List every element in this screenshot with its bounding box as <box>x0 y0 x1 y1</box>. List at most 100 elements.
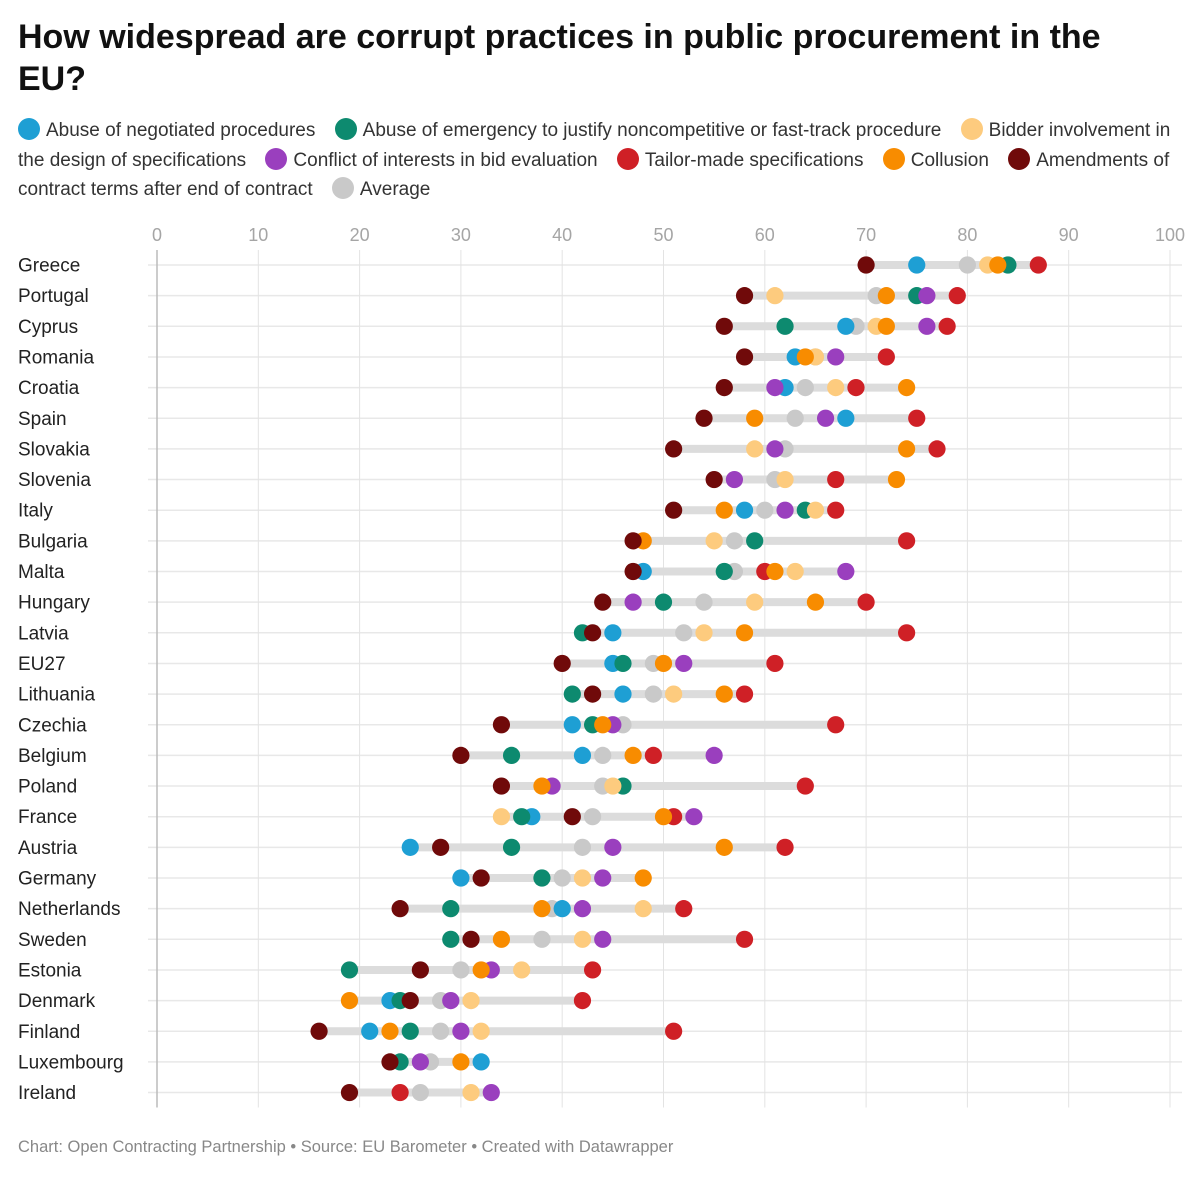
data-point <box>553 900 571 918</box>
data-point <box>827 470 845 489</box>
data-point <box>452 869 470 887</box>
legend-swatch <box>616 147 639 170</box>
data-point <box>401 838 419 856</box>
data-point <box>563 685 581 703</box>
data-point <box>634 900 652 918</box>
data-point <box>715 317 733 335</box>
row-label: EU27 <box>18 654 66 675</box>
data-point <box>756 501 774 519</box>
data-point <box>432 838 450 856</box>
data-point <box>705 532 723 550</box>
x-tick-label: 40 <box>552 225 572 245</box>
data-point <box>827 348 845 366</box>
data-point <box>776 470 794 489</box>
data-point <box>776 838 794 856</box>
x-tick-label: 80 <box>957 225 977 245</box>
data-point <box>827 379 845 397</box>
data-point <box>502 838 521 856</box>
data-point <box>442 900 460 918</box>
data-point <box>928 440 946 458</box>
data-point <box>796 348 814 366</box>
data-point <box>604 838 622 856</box>
data-point <box>837 409 855 427</box>
data-point <box>766 379 784 397</box>
legend-item: Amendments of contract terms after end o… <box>18 147 1170 201</box>
x-tick-label: 50 <box>653 225 673 245</box>
row-label: Bulgaria <box>18 531 88 552</box>
legend-item: Abuse of emergency to justify noncompeti… <box>334 118 956 141</box>
data-point <box>644 685 662 703</box>
row-label: Austria <box>18 838 78 859</box>
data-point <box>898 440 916 458</box>
data-point <box>624 532 642 550</box>
data-point <box>340 1083 359 1102</box>
data-point <box>877 348 895 366</box>
data-point <box>442 992 460 1010</box>
legend-label: Abuse of emergency to justify noncompeti… <box>362 120 942 141</box>
row-label: Poland <box>18 777 77 798</box>
data-point <box>746 532 764 550</box>
row-label: Finland <box>18 1022 80 1043</box>
row-label: Italy <box>18 501 53 522</box>
legend-swatch <box>334 118 357 140</box>
data-point <box>918 317 936 335</box>
data-point <box>533 930 551 948</box>
data-point <box>695 624 713 642</box>
row-label: Latvia <box>18 623 69 644</box>
data-point <box>715 562 733 581</box>
row-label: Malta <box>18 562 65 583</box>
legend-swatch <box>882 147 905 170</box>
data-point <box>594 716 612 734</box>
row-label: Greece <box>18 256 80 277</box>
data-point <box>827 716 845 734</box>
data-point <box>665 440 683 458</box>
data-point <box>766 562 784 581</box>
data-point <box>786 409 804 427</box>
data-point <box>594 930 612 948</box>
data-point <box>614 685 632 703</box>
data-point <box>442 930 460 948</box>
chart-footer: Chart: Open Contracting Partnership • So… <box>18 1138 674 1156</box>
data-point <box>472 1053 490 1071</box>
data-point <box>1029 256 1047 274</box>
data-point <box>624 562 642 581</box>
data-point <box>665 685 683 703</box>
data-point <box>735 685 754 703</box>
data-point <box>735 348 754 366</box>
data-point <box>563 716 581 734</box>
data-point <box>685 808 703 826</box>
chart-title: How widespread are corrupt practices in … <box>18 18 1101 98</box>
data-point <box>624 746 642 765</box>
data-point <box>563 808 581 826</box>
data-point <box>877 287 895 305</box>
data-point <box>583 961 602 979</box>
x-tick-label: 60 <box>755 225 775 245</box>
data-point <box>634 869 652 887</box>
legend: Abuse of negotiated procedures Abuse of … <box>18 116 1188 205</box>
data-point <box>654 593 673 611</box>
legend-label: Average <box>359 179 431 200</box>
x-tick-label: 90 <box>1059 225 1079 245</box>
data-point <box>452 1053 470 1071</box>
data-point <box>644 746 662 765</box>
legend-label: Conflict of interests in bid evaluation <box>293 149 598 171</box>
data-point <box>583 685 602 703</box>
legend-swatch <box>960 118 983 140</box>
row-label: Ireland <box>18 1083 76 1104</box>
row-label: Hungary <box>18 593 90 614</box>
data-point <box>746 593 764 611</box>
x-tick-label: 100 <box>1155 225 1185 245</box>
data-point <box>452 1022 470 1040</box>
data-point <box>786 562 804 581</box>
data-point <box>918 287 936 305</box>
legend-label: Amendments of contract terms after end o… <box>18 149 1170 201</box>
data-point <box>898 624 916 642</box>
data-point <box>675 624 693 642</box>
data-point <box>948 287 966 305</box>
legend-item: Average <box>331 177 444 200</box>
data-point <box>452 961 470 979</box>
legend-item: Conflict of interests in bid evaluation <box>265 147 611 171</box>
row-label: Netherlands <box>18 899 120 920</box>
data-point <box>411 961 429 979</box>
data-point <box>624 593 642 611</box>
